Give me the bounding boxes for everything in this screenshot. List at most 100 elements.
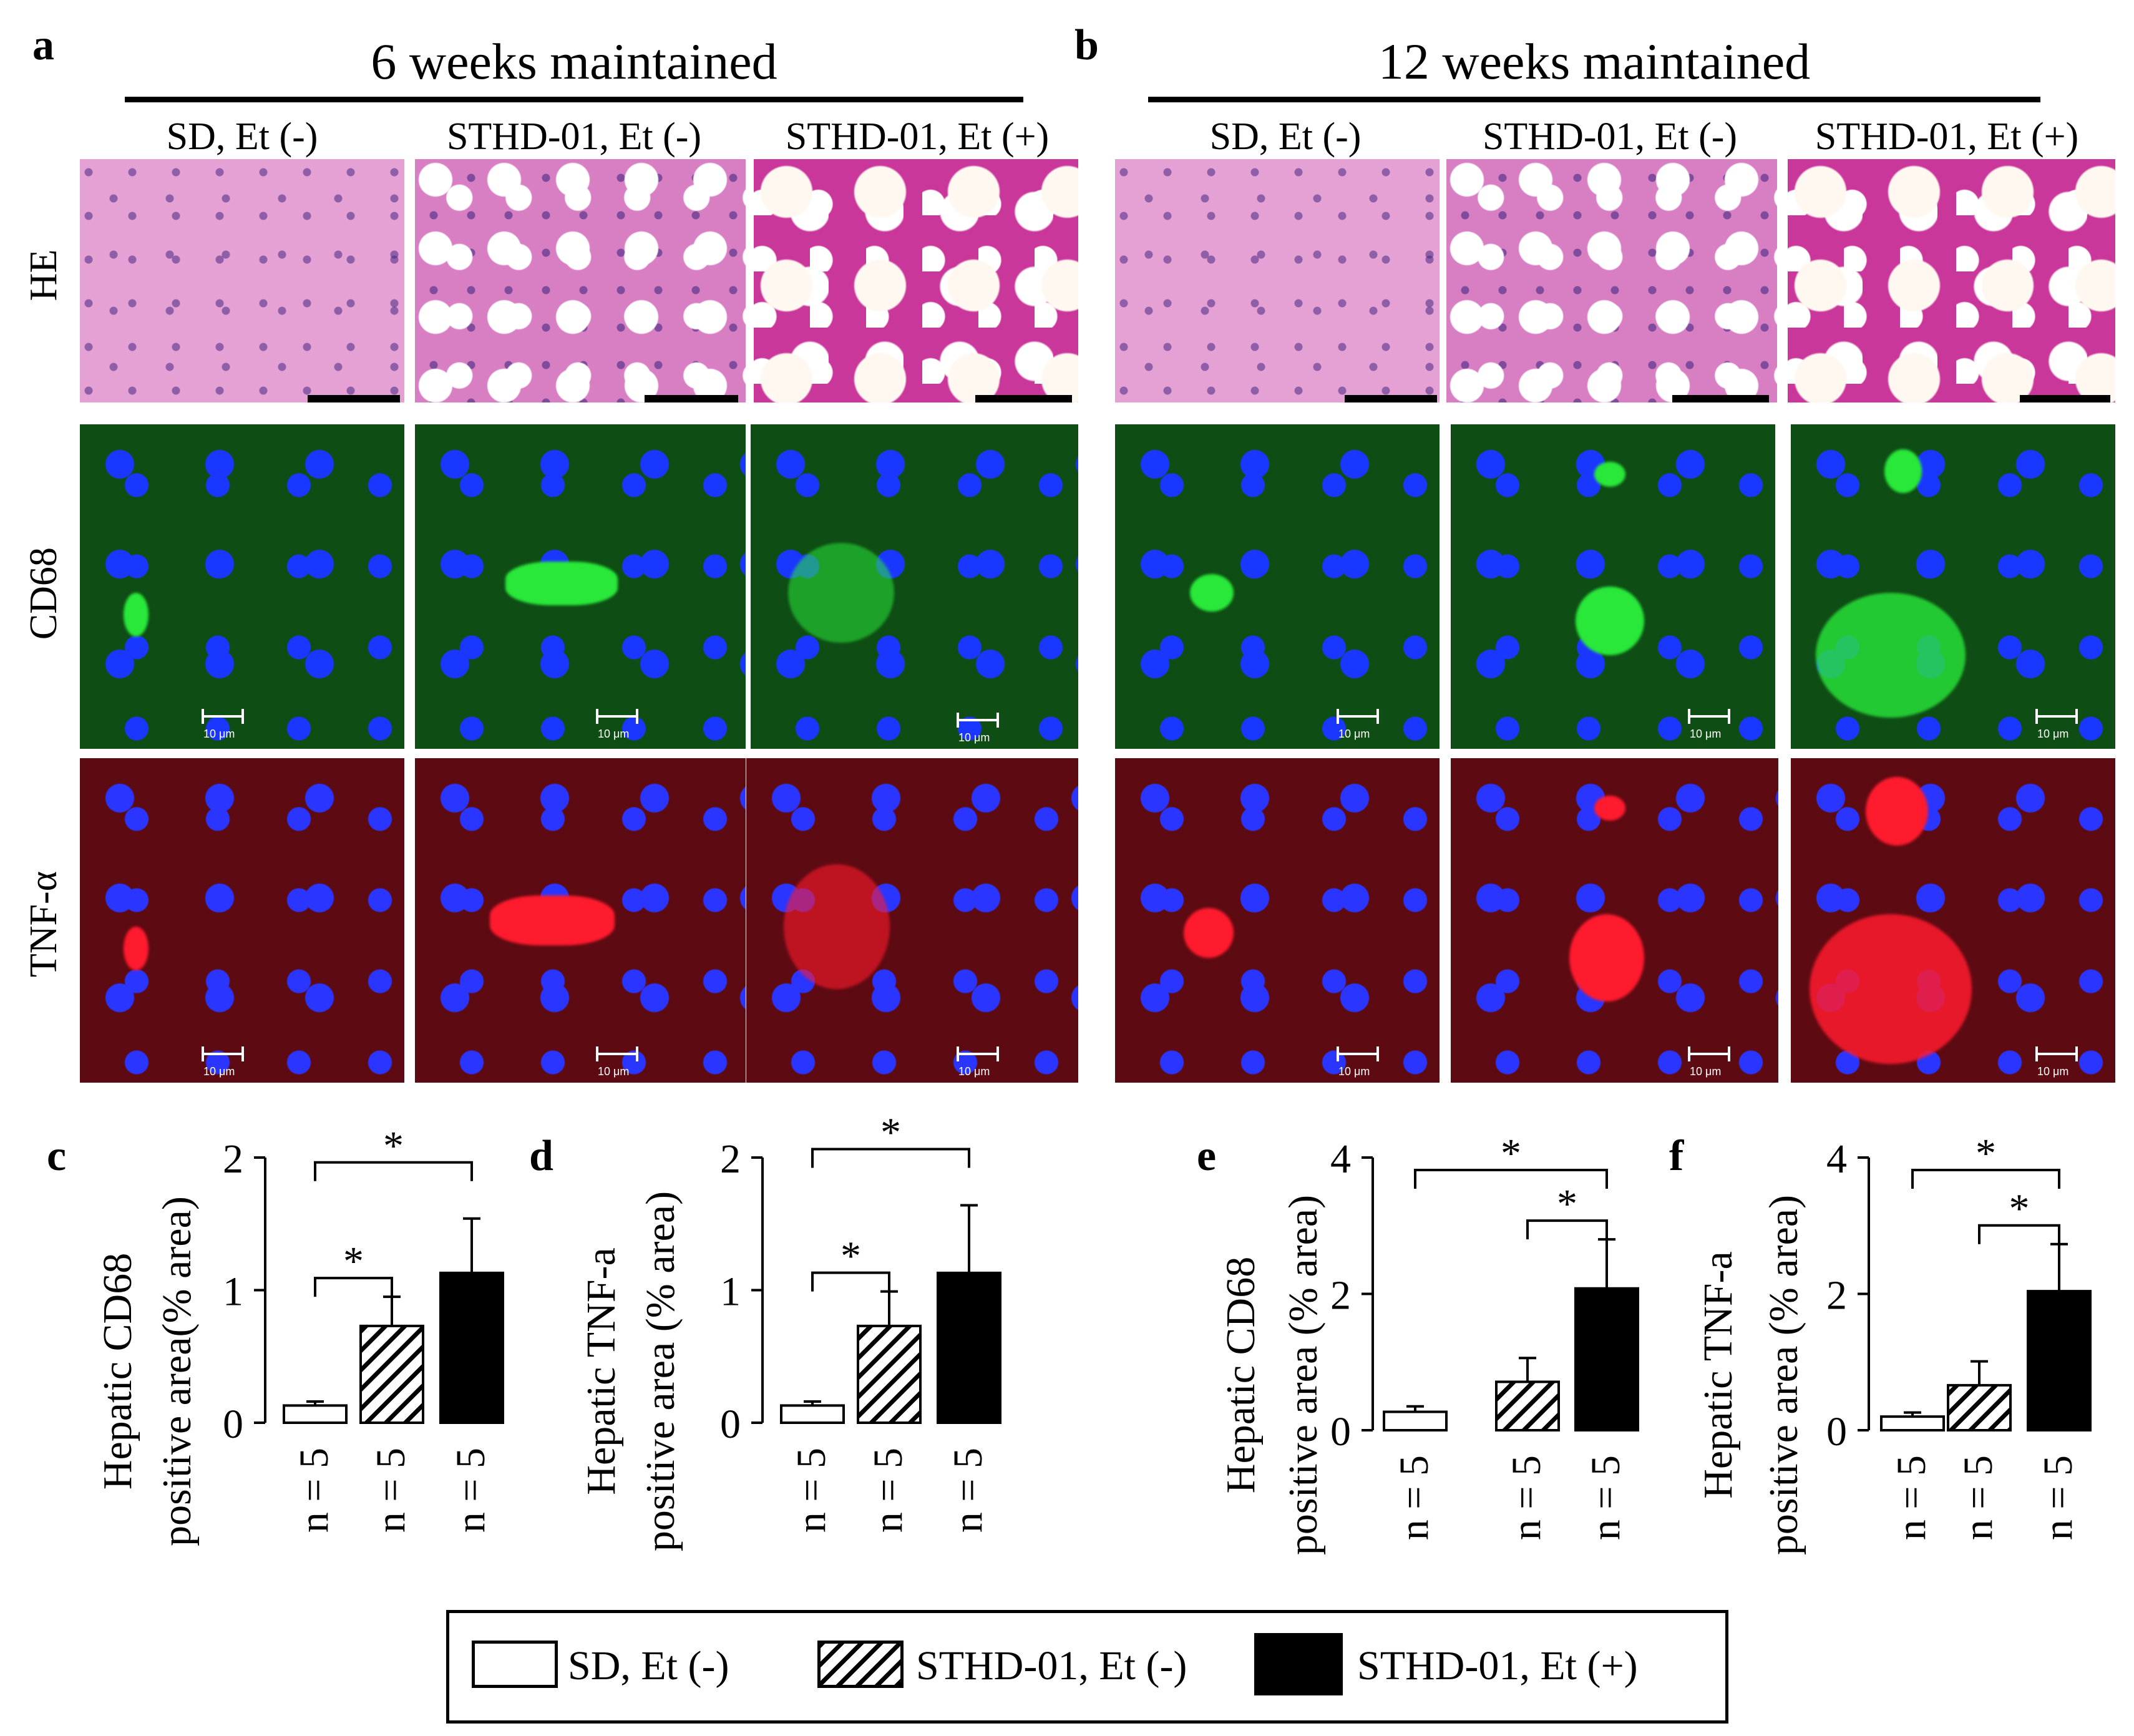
n-label: n = 5 — [789, 1448, 834, 1533]
legend-label-sd: SD, Et (-) — [568, 1643, 729, 1689]
chart-panel-letter: c — [47, 1132, 66, 1180]
legend-swatch-white — [472, 1641, 558, 1688]
cd68-positive-signal — [1816, 593, 1966, 718]
tnf-image-12w-sd: 10 μm — [1115, 758, 1440, 1083]
tnf-positive-signal — [1184, 908, 1234, 958]
tnf-positive-signal — [490, 895, 615, 945]
bar — [439, 1271, 504, 1424]
tnf-image-12w-sthd-et: 10 μm — [1791, 758, 2115, 1083]
panel-b-col-3: STHD-01, Et (+) — [1815, 115, 2079, 158]
panel-a-letter: a — [32, 21, 54, 69]
panel-b-rule — [1148, 97, 2040, 102]
significance-star: * — [1501, 1131, 1521, 1176]
scale-bar — [202, 709, 244, 724]
n-label: n = 5 — [291, 1448, 337, 1533]
he-scale-bar — [975, 395, 1072, 402]
y-axis-label-line1: Hepatic CD68 — [1218, 1257, 1264, 1493]
scale-label: 10 μm — [2037, 728, 2069, 740]
cd68-image-12w-sthd: 10 μm — [1451, 424, 1775, 749]
panel-a-col-2: STHD-01, Et (-) — [446, 115, 702, 158]
significance-bracket — [811, 1148, 970, 1168]
significance-star: * — [1557, 1181, 1577, 1227]
scale-label: 10 μm — [598, 728, 630, 740]
tnf-positive-signal — [1810, 914, 1972, 1064]
bar — [1495, 1380, 1560, 1432]
legend-swatch-hatched — [817, 1641, 904, 1688]
y-tick-label: 2 — [720, 1136, 741, 1182]
scale-label: 10 μm — [1338, 1065, 1370, 1078]
y-axis-label-line2: positive area (% area) — [638, 1191, 683, 1551]
n-label: n = 5 — [945, 1448, 991, 1533]
scale-label: 10 μm — [2037, 1065, 2069, 1078]
significance-bracket — [314, 1161, 473, 1181]
he-image-6w-sthd — [415, 159, 746, 402]
y-tick-label: 0 — [223, 1402, 243, 1447]
cd68-positive-signal — [1576, 587, 1644, 655]
cd68-positive-signal — [788, 543, 894, 643]
panel-a-rule — [125, 97, 1023, 102]
y-tick-label: 4 — [1826, 1136, 1847, 1182]
scale-bar — [596, 709, 638, 724]
significance-star: * — [2009, 1186, 2030, 1232]
y-axis-label-line1: Hepatic CD68 — [95, 1253, 140, 1490]
y-tick-label: 0 — [1826, 1409, 1847, 1455]
tnf-image-6w-sd: 10 μm — [80, 758, 404, 1083]
scale-bar — [2035, 1046, 2078, 1061]
panel-b-col-1: SD, Et (-) — [1209, 115, 1362, 158]
y-axis-label-line1: Hepatic TNF-a — [1695, 1251, 1741, 1498]
scale-label: 10 μm — [958, 731, 990, 744]
bar — [780, 1404, 845, 1424]
scale-bar — [596, 1046, 638, 1061]
panel-b-title: 12 weeks maintained — [1378, 33, 1811, 90]
tnf-positive-signal — [784, 864, 890, 989]
bar — [1947, 1383, 2012, 1432]
scale-bar — [1688, 1046, 1730, 1061]
tnf-image-12w-sthd: 10 μm — [1451, 758, 1778, 1083]
panel-b-letter: b — [1074, 21, 1099, 69]
y-axis-label-line2: positive area(% area) — [154, 1196, 200, 1546]
n-label: n = 5 — [2035, 1455, 2081, 1540]
cd68-positive-signal — [1884, 449, 1922, 493]
he-scale-bar — [1672, 395, 1769, 402]
bar — [359, 1324, 424, 1424]
n-label: n = 5 — [1956, 1455, 2001, 1540]
tnf-positive-signal — [1569, 914, 1644, 1002]
cd68-image-6w-sthd-et: 10 μm — [751, 424, 1078, 749]
scale-label: 10 μm — [598, 1065, 630, 1078]
scale-bar — [957, 1046, 999, 1061]
bar — [1880, 1415, 1945, 1431]
he-image-6w-sd — [80, 159, 404, 402]
cd68-image-6w-sd: 10 μm — [80, 424, 404, 749]
scale-label: 10 μm — [1338, 728, 1370, 740]
n-label: n = 5 — [1583, 1455, 1629, 1540]
y-tick-label: 4 — [1330, 1136, 1351, 1182]
scale-bar — [202, 1046, 244, 1061]
panel-a-col-1: SD, Et (-) — [166, 115, 318, 158]
he-scale-bar — [308, 395, 400, 402]
tnf-image-6w-sthd-et: 10 μm — [746, 758, 1078, 1083]
tnf-positive-signal — [1866, 777, 1928, 846]
scale-bar — [1688, 709, 1730, 724]
n-label: n = 5 — [368, 1448, 414, 1533]
chart-panel-letter: e — [1197, 1132, 1216, 1180]
chart-panel-letter: d — [529, 1132, 553, 1180]
tnf-positive-signal — [124, 927, 149, 970]
significance-bracket — [1978, 1224, 2060, 1244]
significance-star: * — [880, 1110, 901, 1156]
scale-bar — [1337, 709, 1379, 724]
scale-label: 10 μm — [203, 728, 235, 740]
y-tick-label: 2 — [1826, 1273, 1847, 1319]
significance-bracket — [314, 1277, 393, 1297]
scale-label: 10 μm — [203, 1065, 235, 1078]
y-axis-label-line1: Hepatic TNF-a — [578, 1247, 624, 1495]
he-image-6w-sthd-et — [754, 159, 1078, 402]
n-label: n = 5 — [448, 1448, 494, 1533]
he-scale-bar — [2020, 395, 2110, 402]
he-image-12w-sd — [1115, 159, 1440, 402]
cd68-positive-signal — [505, 562, 618, 605]
cd68-image-6w-sthd: 10 μm — [415, 424, 746, 749]
legend-label-sthd-et: STHD-01, Et (+) — [1357, 1643, 1638, 1689]
scale-label: 10 μm — [958, 1065, 990, 1078]
cd68-image-12w-sthd-et: 10 μm — [1791, 424, 2115, 749]
cd68-positive-signal — [124, 593, 149, 636]
